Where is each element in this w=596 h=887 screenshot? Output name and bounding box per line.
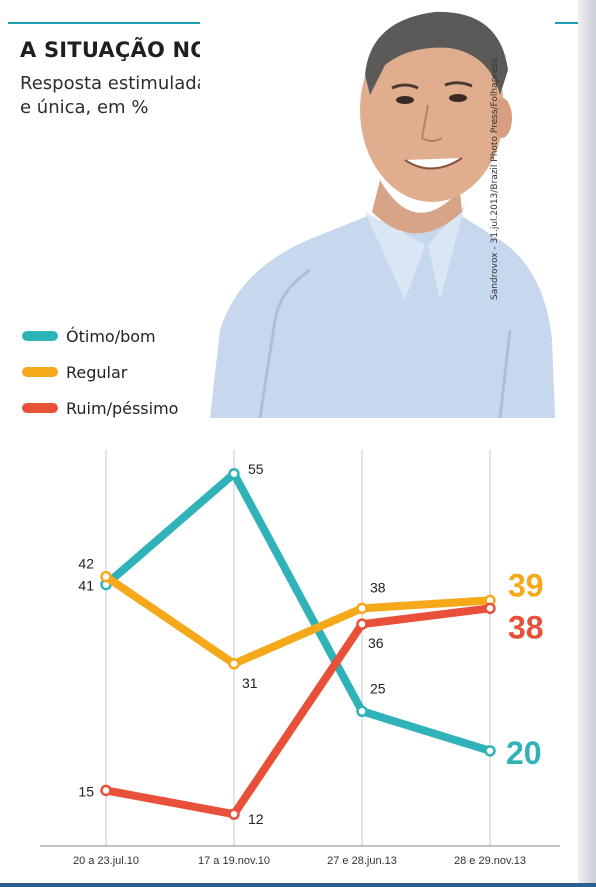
data-label: 15 bbox=[78, 783, 94, 799]
legend-swatch-regular bbox=[22, 367, 58, 377]
data-point bbox=[228, 808, 240, 820]
data-label: 42 bbox=[78, 556, 94, 572]
data-label: 36 bbox=[368, 635, 384, 651]
data-label: 41 bbox=[78, 578, 94, 594]
data-point bbox=[100, 570, 112, 583]
legend-label-ruim: Ruim/péssimo bbox=[66, 398, 179, 418]
data-point bbox=[356, 618, 368, 630]
data-label: 25 bbox=[370, 680, 386, 696]
footer-rule bbox=[0, 883, 596, 887]
series-line-0 bbox=[102, 469, 494, 755]
data-point bbox=[356, 602, 368, 615]
x-tick-label: 20 a 23.jul.10 bbox=[73, 855, 139, 867]
x-tick-label: 28 e 29.nov.13 bbox=[454, 855, 526, 867]
photo-credit: Sandrovox - 31.jul.2013/Brazil Photo Pre… bbox=[490, 58, 500, 300]
x-tick-label: 27 e 28.jun.13 bbox=[327, 855, 397, 867]
x-tick-label: 17 a 19.nov.10 bbox=[198, 855, 270, 867]
data-point bbox=[100, 784, 112, 797]
subtitle-line-1: Resposta estimulada bbox=[20, 73, 208, 94]
data-point bbox=[484, 602, 496, 615]
series-line-2 bbox=[102, 604, 494, 819]
page-edge-shadow bbox=[578, 0, 596, 887]
legend-swatch-otimo bbox=[22, 331, 58, 341]
data-label: 12 bbox=[248, 811, 264, 827]
data-label: 38 bbox=[370, 579, 386, 595]
legend-label-regular: Regular bbox=[66, 362, 128, 382]
data-point bbox=[228, 468, 240, 480]
legend-item-regular: Regular bbox=[22, 354, 178, 390]
data-label: 39 bbox=[508, 567, 544, 603]
legend-item-ruim: Ruim/péssimo bbox=[22, 390, 178, 426]
data-point bbox=[228, 658, 240, 670]
data-label: 55 bbox=[248, 461, 264, 477]
data-point bbox=[356, 705, 368, 717]
chart-subtitle: Resposta estimulada e única, em % bbox=[20, 72, 250, 120]
subtitle-line-2: e única, em % bbox=[20, 97, 149, 118]
line-chart: 20 a 23.jul.10 17 a 19.nov.10 27 e 28.jun.… bbox=[40, 450, 560, 867]
data-label: 20 bbox=[506, 735, 542, 771]
legend: Ótimo/bom Regular Ruim/péssimo bbox=[22, 318, 178, 426]
legend-swatch-ruim bbox=[22, 403, 58, 413]
series-line-1 bbox=[102, 572, 494, 668]
politician-photo bbox=[200, 0, 555, 418]
data-point bbox=[484, 745, 496, 757]
legend-item-otimo: Ótimo/bom bbox=[22, 318, 178, 354]
legend-label-otimo: Ótimo/bom bbox=[66, 326, 156, 346]
data-label: 31 bbox=[242, 675, 258, 691]
data-label: 38 bbox=[508, 609, 544, 645]
